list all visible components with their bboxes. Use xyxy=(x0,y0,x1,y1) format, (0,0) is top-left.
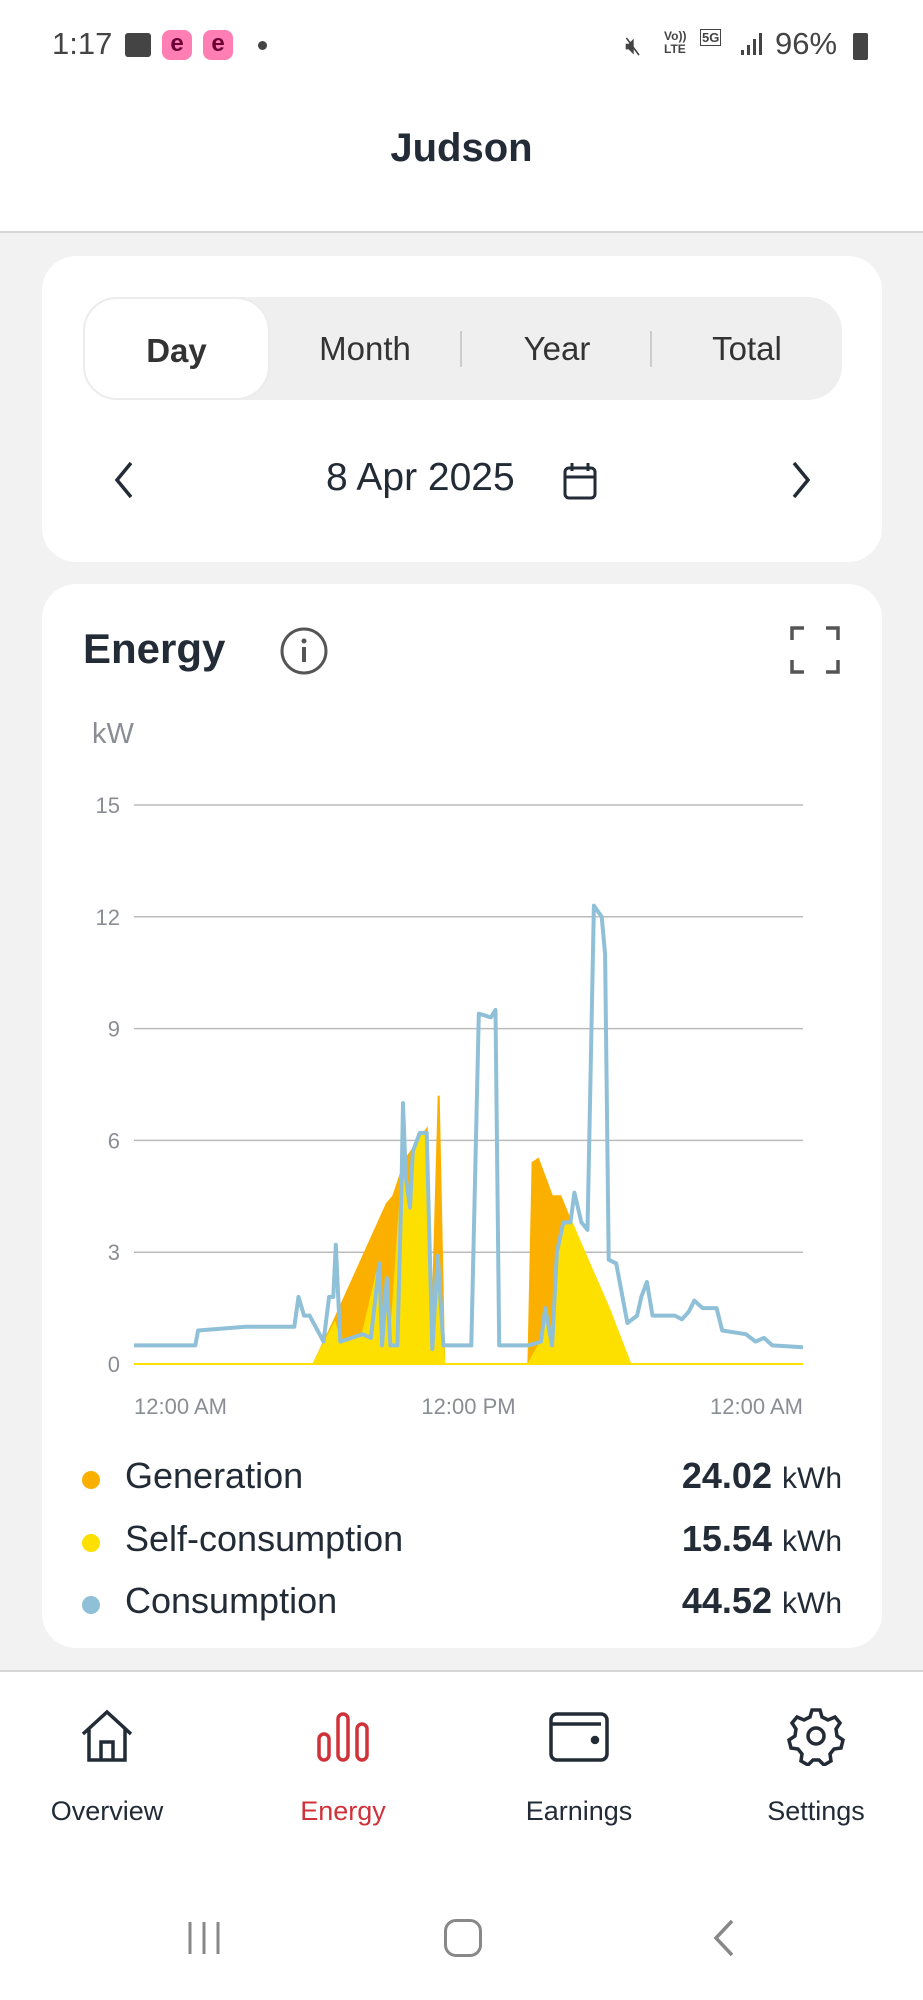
nav-label: Earnings xyxy=(525,1796,633,1826)
tab-year[interactable]: Year xyxy=(523,330,591,367)
legend-generation: Generation 24.02 kWh xyxy=(82,1455,842,1505)
wallet-icon xyxy=(549,1712,609,1762)
nav-label: Energy xyxy=(300,1796,386,1826)
energy-card-title: Energy xyxy=(83,625,226,672)
energy-chart: 0 3 6 9 12 15 12:00 AM 12:00 PM 12:00 AM xyxy=(96,793,804,1419)
legend-value: 15.54 xyxy=(681,1518,772,1559)
fullscreen-icon[interactable] xyxy=(790,626,840,674)
app-notification-icon: e xyxy=(162,30,192,60)
y-tick-label: 12 xyxy=(96,905,120,930)
app-notification-icon: e xyxy=(203,30,233,60)
nav-settings[interactable]: Settings xyxy=(716,1700,916,1840)
tab-total[interactable]: Total xyxy=(712,330,782,367)
legend-label: Consumption xyxy=(125,1580,338,1621)
nav-label: Overview xyxy=(50,1796,164,1826)
battery-percent: 96% xyxy=(775,26,838,61)
signal-icon xyxy=(740,32,764,56)
legend-consumption: Consumption 44.52 kWh xyxy=(82,1580,842,1630)
legend-unit: kWh xyxy=(782,1462,842,1495)
previous-date-button[interactable] xyxy=(105,455,145,505)
x-tick-label: 12:00 AM xyxy=(710,1394,803,1419)
self-consumption-swatch xyxy=(82,1534,100,1552)
legend-unit: kWh xyxy=(782,1587,842,1620)
tab-day[interactable]: Day xyxy=(83,297,270,400)
volte-icon: Vo)) LTE xyxy=(664,29,687,56)
nav-label: Settings xyxy=(767,1796,865,1826)
recent-apps-button[interactable] xyxy=(186,1920,222,1956)
network-type-icon: 5G xyxy=(700,29,722,46)
nav-overview[interactable]: Overview xyxy=(7,1700,207,1840)
bottom-navigation xyxy=(0,1670,923,2000)
legend-unit: kWh xyxy=(782,1525,842,1558)
gallery-icon xyxy=(125,33,151,57)
page-title: Judson xyxy=(390,126,533,170)
calendar-icon[interactable] xyxy=(562,461,598,501)
chevron-right-icon xyxy=(792,461,811,499)
generation-swatch xyxy=(82,1471,100,1489)
legend-self-consumption: Self-consumption 15.54 kWh xyxy=(82,1518,842,1568)
back-button[interactable] xyxy=(708,1918,738,1958)
status-time: 1:17 xyxy=(52,26,113,61)
legend-label: Generation xyxy=(125,1455,304,1496)
battery-icon xyxy=(853,33,868,60)
app-header: Judson xyxy=(0,90,923,233)
mute-icon: 🔇︎ xyxy=(625,30,642,60)
legend-value: 24.02 xyxy=(681,1455,772,1496)
y-tick-label: 3 xyxy=(108,1240,120,1265)
info-icon[interactable] xyxy=(279,626,329,676)
chevron-left-icon xyxy=(114,461,133,499)
gear-icon xyxy=(787,1708,845,1766)
nav-earnings[interactable]: Earnings xyxy=(479,1700,679,1840)
generation-area xyxy=(134,1095,803,1365)
bar-chart-icon xyxy=(317,1712,369,1762)
next-date-button[interactable] xyxy=(780,455,820,505)
energy-card xyxy=(42,584,882,1648)
y-tick-label: 9 xyxy=(108,1017,120,1042)
more-notifications-dot xyxy=(258,41,267,50)
tab-month[interactable]: Month xyxy=(319,330,411,367)
home-icon xyxy=(81,1709,133,1762)
consumption-line xyxy=(134,903,804,1352)
status-bar: 1:17 e e 🔇︎ Vo)) LTE 5G 96% xyxy=(0,0,923,90)
legend-value: 44.52 xyxy=(681,1580,772,1621)
legend-label: Self-consumption xyxy=(125,1518,404,1559)
y-axis-unit: kW xyxy=(92,718,134,750)
consumption-swatch xyxy=(82,1596,100,1614)
y-tick-label: 15 xyxy=(96,793,120,818)
x-tick-label: 12:00 PM xyxy=(421,1394,515,1419)
home-button[interactable] xyxy=(444,1919,482,1957)
y-tick-label: 0 xyxy=(108,1352,120,1377)
selected-date[interactable]: 8 Apr 2025 xyxy=(326,456,515,499)
x-tick-label: 12:00 AM xyxy=(134,1394,227,1419)
nav-energy[interactable]: Energy xyxy=(243,1700,443,1840)
y-tick-label: 6 xyxy=(108,1128,120,1153)
period-tabs: Day Month Year Total xyxy=(83,297,842,400)
